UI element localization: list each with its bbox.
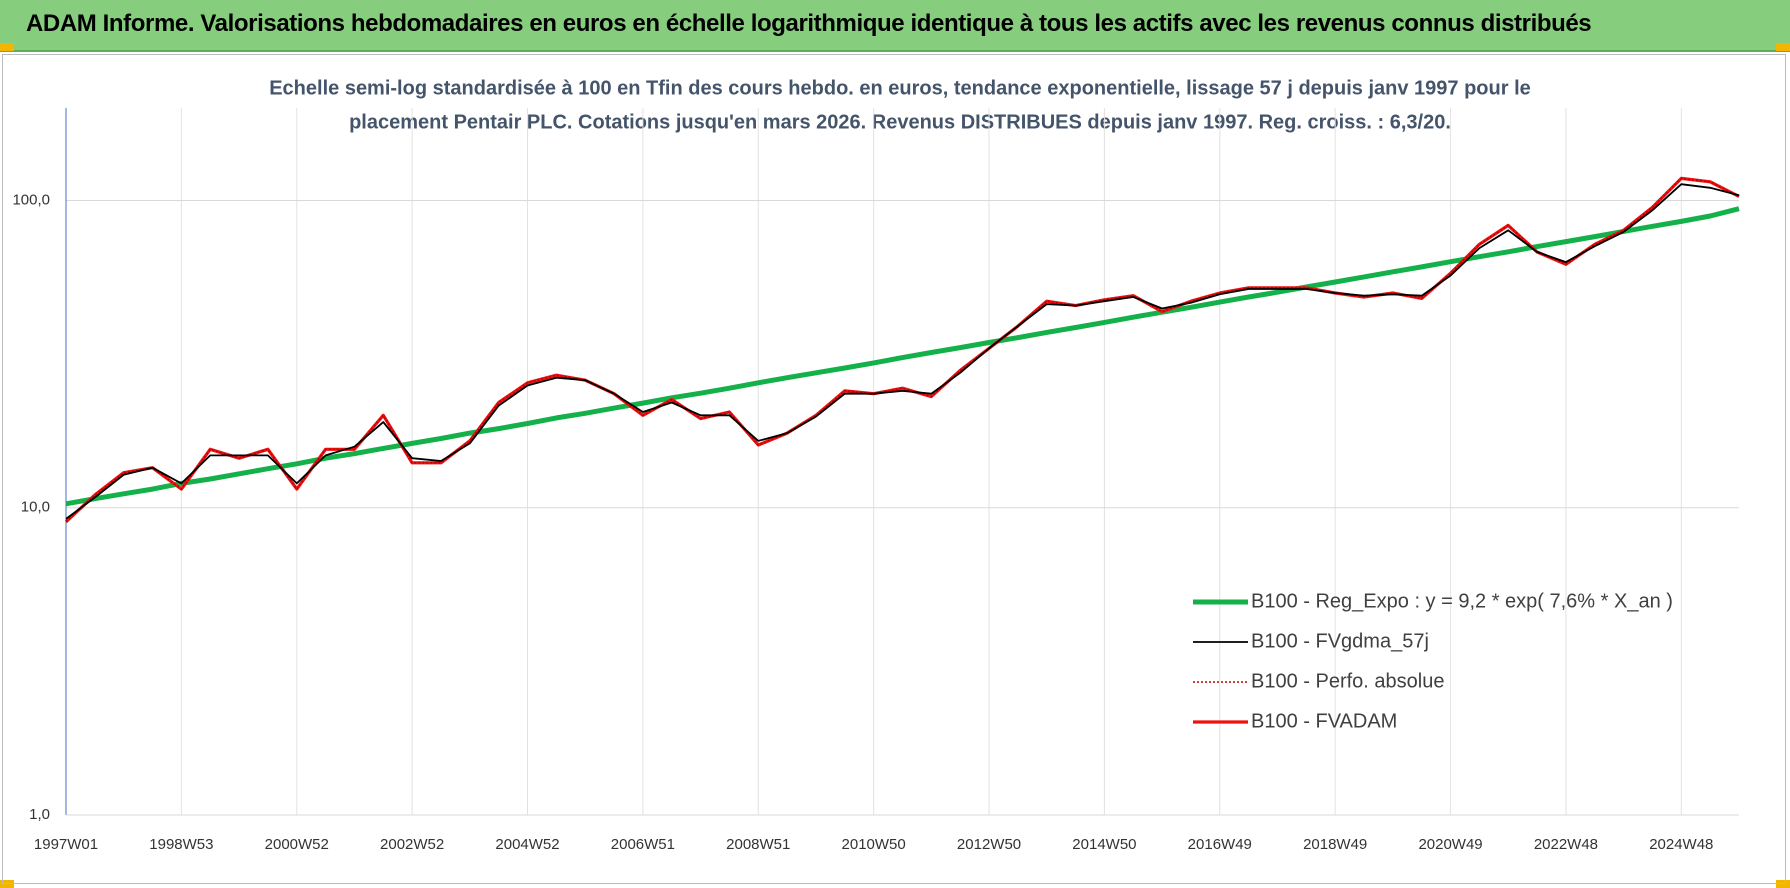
x-tick-label: 2002W52 <box>380 836 444 853</box>
x-tick-label: 2010W50 <box>842 836 906 853</box>
corner-mark <box>1776 880 1790 888</box>
y-tick-label: 10,0 <box>21 499 50 516</box>
x-tick-label: 1997W01 <box>34 836 98 853</box>
legend-label: B100 - FVgdma_57j <box>1251 630 1429 652</box>
series-line <box>65 177 1740 523</box>
x-tick-label: 2018W49 <box>1303 836 1367 853</box>
series-line <box>65 206 1740 507</box>
x-tick-label: 2008W51 <box>726 836 790 853</box>
chart-subtitle: placement Pentair PLC. Cotations jusqu'e… <box>349 111 1451 133</box>
x-tick-label: 2000W52 <box>265 836 329 853</box>
x-tick-label: 2020W49 <box>1418 836 1482 853</box>
legend-label: B100 - FVADAM <box>1251 710 1397 732</box>
header-bar: ADAM Informe. Valorisations hebdomadaire… <box>0 0 1790 52</box>
chart-subtitle: Echelle semi-log standardisée à 100 en T… <box>269 77 1531 99</box>
x-tick-label: 2012W50 <box>957 836 1021 853</box>
y-tick-label: 100,0 <box>12 191 50 208</box>
corner-mark <box>0 43 14 51</box>
x-tick-label: 2016W49 <box>1188 836 1252 853</box>
legend-label: B100 - Perfo. absolue <box>1251 670 1444 692</box>
x-tick-label: 1998W53 <box>149 836 213 853</box>
y-tick-label: 1,0 <box>29 806 50 823</box>
x-tick-label: 2006W51 <box>611 836 675 853</box>
legend-label: B100 - Reg_Expo : y = 9,2 * exp( 7,6% * … <box>1251 590 1673 612</box>
x-tick-label: 2022W48 <box>1534 836 1598 853</box>
corner-mark <box>1776 43 1790 51</box>
x-tick-label: 2024W48 <box>1649 836 1713 853</box>
series-line <box>65 183 1740 520</box>
series-line <box>64 176 1740 523</box>
corner-mark <box>0 880 14 888</box>
header-title: ADAM Informe. Valorisations hebdomadaire… <box>26 10 1592 37</box>
x-tick-label: 2004W52 <box>495 836 559 853</box>
chart-frame <box>2 54 1786 884</box>
x-tick-label: 2014W50 <box>1072 836 1136 853</box>
